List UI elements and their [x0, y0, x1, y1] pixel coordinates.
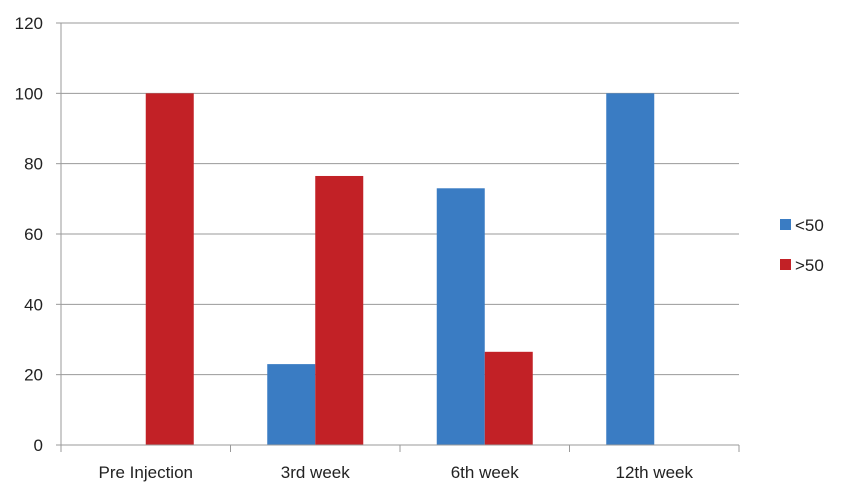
bar-lt50-2 — [436, 188, 485, 446]
y-tick-label: 60 — [24, 225, 43, 244]
axes — [56, 22, 740, 452]
bar-lt50-3 — [606, 93, 655, 445]
bar-gt50-1 — [315, 175, 364, 445]
bar-gt50-0 — [145, 93, 194, 445]
y-tick-label: 120 — [15, 14, 43, 33]
legend-label-lt50: <50 — [795, 216, 824, 235]
legend-label-gt50: >50 — [795, 256, 824, 275]
legend-swatch-lt50 — [780, 219, 791, 230]
bars — [145, 93, 655, 446]
y-tick-label: 80 — [24, 155, 43, 174]
x-category-label: 3rd week — [281, 463, 350, 482]
x-category-label: Pre Injection — [99, 463, 194, 482]
legend-swatch-gt50 — [780, 259, 791, 270]
bar-gt50-2 — [484, 351, 533, 445]
legend: <50 >50 — [780, 216, 824, 275]
bar-lt50-1 — [267, 364, 316, 445]
y-tick-label: 20 — [24, 366, 43, 385]
x-category-label: 6th week — [451, 463, 520, 482]
y-tick-label: 0 — [34, 436, 43, 455]
x-category-label: 12th week — [616, 463, 694, 482]
axis-labels: 0 20 40 60 80 100 120 Pre Injection 3rd week 6th … — [15, 14, 694, 482]
y-tick-label: 40 — [24, 295, 43, 314]
y-tick-label: 100 — [15, 84, 43, 103]
